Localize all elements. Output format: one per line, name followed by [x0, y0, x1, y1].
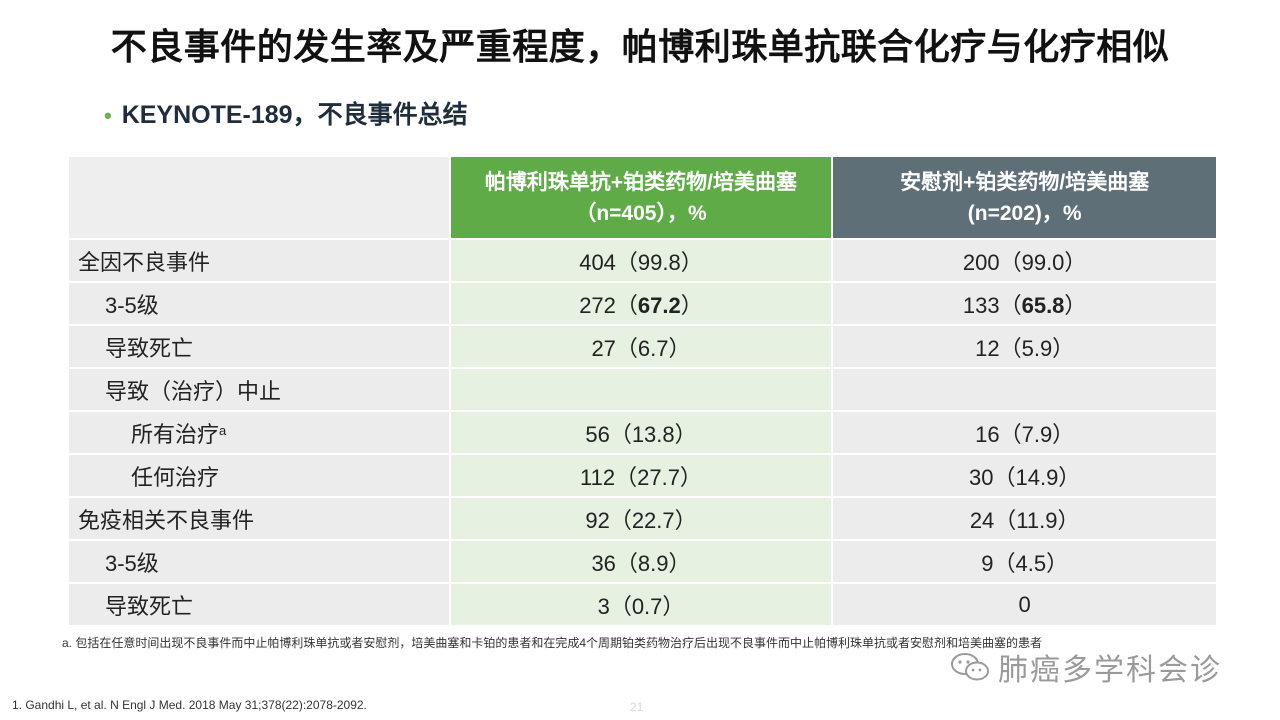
table-row: 全因不良事件 404（99.8） 200（99.0）: [69, 238, 1216, 282]
header-blank-cell: [69, 157, 451, 239]
subtitle-text: KEYNOTE-189，不良事件总结: [121, 101, 468, 129]
row-label: 免疫相关不良事件: [69, 496, 451, 540]
cell-placebo: 30（14.9）: [832, 453, 1216, 497]
footnote: a. 包括在任意时间出现不良事件而中止帕博利珠单抗或者安慰剂，培美曲塞和卡铂的患…: [62, 636, 1043, 650]
row-label: 3-5级: [69, 281, 451, 325]
chat-bubbles-icon: [951, 653, 989, 681]
cell-pembrolizumab: 56（13.8）: [449, 410, 834, 454]
table-row: 3-5级 36（8.9） 9（4.5）: [69, 539, 1216, 583]
page-number: 21: [630, 700, 644, 714]
cell-pembrolizumab: 92（22.7）: [449, 496, 834, 540]
table-header-row: 帕博利珠单抗+铂类药物/培美曲塞 （n=405），% 安慰剂+铂类药物/培美曲塞…: [69, 157, 1216, 239]
cell-pembrolizumab: 112（27.7）: [449, 453, 834, 497]
cell-pembrolizumab: 27（6.7）: [449, 324, 834, 368]
row-label: 导致死亡: [69, 324, 451, 368]
table-row: 导致（治疗）中止: [69, 367, 1216, 411]
table-row: 免疫相关不良事件 92（22.7） 24（11.9）: [69, 496, 1216, 540]
cell-pembrolizumab: 3（0.7）: [449, 582, 834, 625]
adverse-events-table: 帕博利珠单抗+铂类药物/培美曲塞 （n=405），% 安慰剂+铂类药物/培美曲塞…: [69, 157, 1216, 625]
row-label: 导致（治疗）中止: [69, 367, 451, 411]
table-row: 导致死亡 3（0.7） 0: [69, 582, 1216, 625]
row-label: 任何治疗: [69, 453, 451, 497]
cell-placebo: 16（7.9）: [832, 410, 1216, 454]
bullet-icon: •: [104, 103, 112, 128]
footnote-marker: a: [219, 422, 227, 438]
cell-pembrolizumab: 36（8.9）: [449, 539, 834, 583]
cell-placebo: 0: [832, 582, 1216, 625]
row-label: 导致死亡: [69, 582, 451, 625]
watermark-text: 肺癌多学科会诊: [998, 654, 1222, 687]
row-label: 3-5级: [69, 539, 451, 583]
header-a-line1: 帕博利珠单抗+铂类药物/培美曲塞: [484, 170, 798, 194]
subtitle: • KEYNOTE-189，不良事件总结: [104, 95, 468, 131]
watermark: 肺癌多学科会诊: [950, 645, 1222, 689]
row-label: 全因不良事件: [69, 238, 451, 282]
cell-pembrolizumab: [449, 367, 834, 411]
cell-placebo: 200（99.0）: [832, 238, 1216, 282]
table-row: 导致死亡 27（6.7） 12（5.9）: [69, 324, 1216, 368]
header-a-line2: （n=405），%: [575, 201, 707, 225]
cell-placebo: 9（4.5）: [832, 539, 1216, 583]
cell-placebo: 12（5.9）: [832, 324, 1216, 368]
header-pembrolizumab: 帕博利珠单抗+铂类药物/培美曲塞 （n=405），%: [449, 157, 834, 239]
header-b-line2: (n=202)，%: [967, 201, 1082, 225]
table-row: 任何治疗 112（27.7） 30（14.9）: [69, 453, 1216, 497]
cell-pembrolizumab: 272（67.2）: [449, 281, 834, 325]
cell-placebo: 133（65.8）: [832, 281, 1216, 325]
reference: 1. Gandhi L, et al. N Engl J Med. 2018 M…: [12, 698, 367, 712]
slide-title: 不良事件的发生率及严重程度，帕博利珠单抗联合化疗与化疗相似: [110, 26, 1170, 67]
table-row: 所有治疗a 56（13.8） 16（7.9）: [69, 410, 1216, 454]
cell-placebo: 24（11.9）: [832, 496, 1216, 540]
cell-placebo: [832, 367, 1216, 411]
cell-pembrolizumab: 404（99.8）: [449, 238, 834, 282]
table-row: 3-5级 272（67.2） 133（65.8）: [69, 281, 1216, 325]
header-placebo: 安慰剂+铂类药物/培美曲塞 (n=202)，%: [832, 157, 1216, 239]
header-b-line1: 安慰剂+铂类药物/培美曲塞: [900, 170, 1150, 194]
row-label: 所有治疗a: [69, 410, 451, 454]
